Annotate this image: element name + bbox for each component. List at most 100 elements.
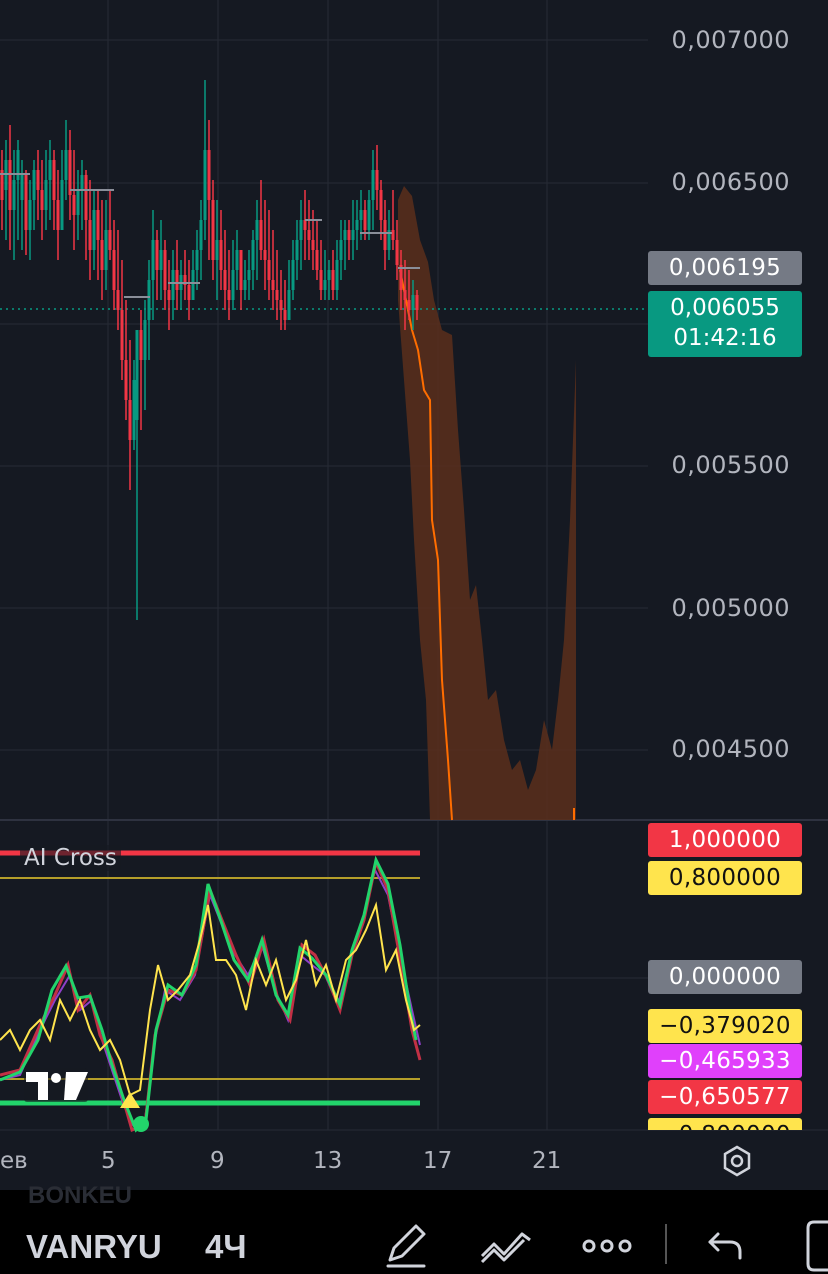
candle-body bbox=[76, 190, 80, 215]
candle-body bbox=[0, 170, 4, 200]
current-price-value: 0,006055 bbox=[670, 295, 780, 321]
candle-body bbox=[255, 220, 259, 240]
symbol-button[interactable]: VANRYU bbox=[26, 1228, 162, 1265]
forecast-band bbox=[398, 186, 576, 820]
candle-body bbox=[143, 320, 147, 360]
candle-body bbox=[231, 270, 235, 300]
candle-body bbox=[48, 160, 52, 180]
candle-body bbox=[351, 230, 355, 240]
candle-body bbox=[104, 230, 108, 270]
candle-body bbox=[84, 175, 88, 220]
candle-body bbox=[199, 220, 203, 250]
candle-body bbox=[267, 260, 271, 280]
indicator-green-line bbox=[0, 855, 418, 1133]
more-icon[interactable] bbox=[581, 1236, 633, 1256]
candle-body bbox=[163, 250, 167, 290]
candle-body bbox=[32, 170, 36, 200]
candle-body bbox=[132, 380, 136, 440]
indicator-level-tag-6: −0,800000 bbox=[648, 1118, 802, 1130]
chart-area[interactable]: 0,007000 0,006500 0,005500 0,005000 0,00… bbox=[0, 0, 828, 1190]
candle-body bbox=[303, 220, 307, 230]
candle-body bbox=[343, 230, 347, 240]
pen-icon[interactable] bbox=[380, 1218, 432, 1270]
candle-body bbox=[299, 220, 303, 240]
indicator-level-tag-4: −0,465933 bbox=[648, 1044, 802, 1078]
candle-body bbox=[60, 180, 64, 230]
indicator-level-tag-3: −0,379020 bbox=[648, 1009, 802, 1043]
candle-body bbox=[223, 270, 227, 290]
candle-body bbox=[191, 270, 195, 300]
indicator-level-tag-6-clip: −0,800000 bbox=[648, 1118, 802, 1130]
price-tick-4: 0,004500 bbox=[671, 735, 790, 763]
candle-body bbox=[175, 270, 179, 290]
candle-body bbox=[347, 230, 351, 240]
indicator-level-tag-5: −0,650577 bbox=[648, 1080, 802, 1114]
candle-body bbox=[415, 295, 419, 310]
candle-body bbox=[92, 210, 96, 250]
layout-icon[interactable] bbox=[804, 1220, 828, 1272]
candle-body bbox=[215, 240, 219, 260]
watermark-symbol: BONKEU bbox=[28, 1182, 133, 1209]
bottom-toolbar: BONKEU VANRYU 4Ч bbox=[0, 1182, 828, 1274]
grid bbox=[0, 0, 828, 1131]
candle-body bbox=[339, 240, 343, 260]
candle-body bbox=[116, 290, 120, 310]
candle-body bbox=[64, 150, 68, 180]
candle-body bbox=[147, 280, 151, 320]
candle-body bbox=[271, 280, 275, 290]
candle-body bbox=[100, 240, 104, 270]
candle-body bbox=[207, 150, 211, 200]
interval-button[interactable]: 4Ч bbox=[205, 1228, 247, 1265]
candle-body bbox=[411, 295, 415, 310]
candle-body bbox=[167, 290, 171, 300]
candle-body bbox=[335, 260, 339, 290]
candle-body bbox=[359, 210, 363, 220]
candle-body bbox=[295, 240, 299, 260]
candle-body bbox=[96, 210, 100, 240]
time-label-0: ев bbox=[0, 1148, 28, 1174]
candle-body bbox=[36, 170, 40, 190]
candle-body bbox=[307, 230, 311, 240]
candle-body bbox=[355, 220, 359, 230]
candle-body bbox=[371, 170, 375, 200]
price-tick-1: 0,006500 bbox=[671, 168, 790, 196]
price-tick-3: 0,005000 bbox=[671, 594, 790, 622]
indicator-title[interactable]: AI Cross bbox=[20, 845, 121, 871]
buy-signal-triangle bbox=[120, 1092, 140, 1108]
tradingview-logo bbox=[24, 1068, 88, 1102]
candle-body bbox=[203, 150, 207, 220]
candle-body bbox=[243, 280, 247, 290]
candle-body bbox=[159, 250, 163, 270]
candle-body bbox=[331, 270, 335, 290]
candle-body bbox=[88, 220, 92, 250]
candle-body bbox=[112, 250, 116, 290]
candle-body bbox=[16, 150, 20, 180]
candle-body bbox=[135, 330, 139, 420]
candle-body bbox=[327, 270, 331, 280]
candle-body bbox=[20, 175, 24, 200]
indicator-level-tag-0: 1,000000 bbox=[648, 823, 802, 857]
candle-body bbox=[195, 250, 199, 270]
patterns-icon[interactable] bbox=[478, 1226, 534, 1266]
candle-body bbox=[211, 200, 215, 260]
candle-body bbox=[56, 200, 60, 230]
candle-body bbox=[375, 170, 379, 190]
undo-icon[interactable] bbox=[706, 1228, 746, 1264]
candle-body bbox=[8, 160, 12, 210]
main-chart[interactable] bbox=[0, 0, 828, 1190]
candle-body bbox=[407, 300, 411, 310]
gear-icon[interactable] bbox=[720, 1144, 754, 1178]
candle-body bbox=[219, 240, 223, 270]
candle-body bbox=[139, 330, 143, 360]
candle-body bbox=[247, 270, 251, 280]
candle-body bbox=[227, 290, 231, 300]
candle-body bbox=[275, 290, 279, 300]
candle-body bbox=[291, 260, 295, 290]
candle-body bbox=[367, 200, 371, 230]
indicator-yellow-line bbox=[0, 901, 421, 1097]
candle-body bbox=[263, 250, 267, 260]
time-label-4: 17 bbox=[423, 1148, 453, 1174]
candle-body bbox=[391, 230, 395, 240]
candle-body bbox=[239, 250, 243, 290]
candle-body bbox=[235, 250, 239, 270]
